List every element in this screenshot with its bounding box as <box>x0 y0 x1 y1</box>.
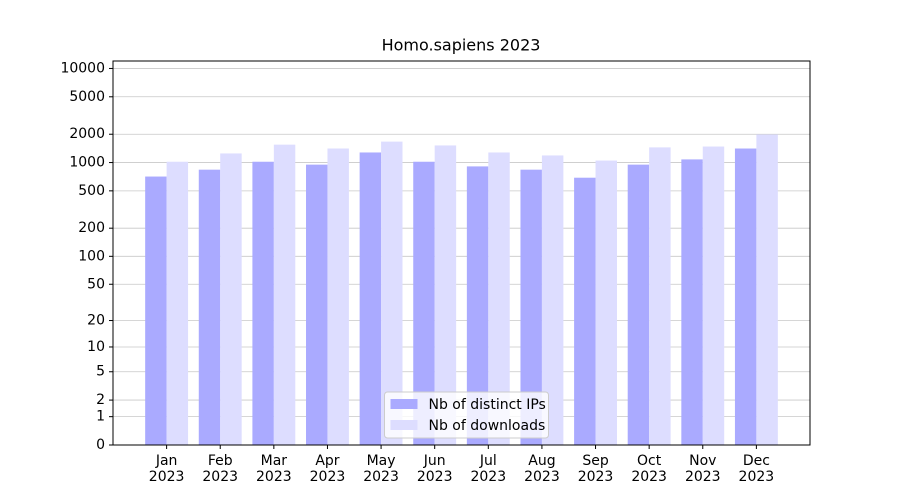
y-tick-label: 0 <box>96 437 105 453</box>
x-tick-label: Apr 2023 <box>309 453 346 485</box>
y-tick-label: 500 <box>78 183 105 199</box>
bar <box>702 146 725 445</box>
x-tick-label: May 2023 <box>363 453 399 485</box>
plot-frame <box>112 60 811 446</box>
bar <box>520 169 542 445</box>
legend-swatch <box>390 420 418 430</box>
bar <box>756 134 778 445</box>
bar <box>734 148 757 445</box>
bar <box>466 166 489 445</box>
y-tick-label: 1 <box>96 409 105 425</box>
bar <box>145 176 167 446</box>
y-tick-label: 2 <box>96 392 105 408</box>
legend-label: Nb of distinct IPs <box>429 397 546 413</box>
bar <box>198 169 221 445</box>
bar <box>681 159 703 445</box>
x-tick-label: Jul 2023 <box>470 453 507 485</box>
legend-box <box>384 391 549 439</box>
bar <box>627 164 650 445</box>
x-tick-label: Mar 2023 <box>256 453 292 485</box>
bar <box>166 161 189 446</box>
bar <box>359 152 382 445</box>
x-tick-label: Aug 2023 <box>524 453 560 485</box>
legend-label: Nb of downloads <box>429 418 546 434</box>
bar <box>574 177 596 445</box>
bar <box>595 160 617 445</box>
bar <box>327 148 349 445</box>
bar <box>381 141 403 445</box>
y-tick-label: 20 <box>87 313 105 329</box>
y-tick-label: 200 <box>78 220 105 236</box>
x-tick-label: Sep 2023 <box>577 453 614 485</box>
bar <box>220 153 242 445</box>
x-tick-label: Jun 2023 <box>416 453 453 485</box>
y-tick-label: 50 <box>87 276 105 292</box>
y-tick-label: 5000 <box>69 89 105 105</box>
bar <box>488 152 510 445</box>
bar <box>649 147 671 446</box>
bar <box>306 164 328 445</box>
x-tick-label: Oct 2023 <box>631 453 667 485</box>
bar <box>252 161 274 446</box>
legend-swatch <box>390 399 418 409</box>
y-tick-label: 10000 <box>60 60 105 76</box>
x-tick-label: Feb 2023 <box>202 453 239 485</box>
y-tick-label: 5 <box>96 364 105 380</box>
x-tick-label: Dec 2023 <box>738 453 775 485</box>
y-tick-label: 10 <box>87 339 105 355</box>
y-tick-label: 100 <box>78 248 105 264</box>
bar <box>413 161 435 446</box>
bar <box>541 155 564 445</box>
y-tick-label: 2000 <box>69 126 105 142</box>
x-tick-label: Jan 2023 <box>148 453 185 485</box>
x-tick-label: Nov 2023 <box>684 453 721 485</box>
bar <box>273 144 296 445</box>
chart-title: Homo.sapiens 2023 <box>382 36 541 55</box>
y-tick-label: 1000 <box>69 155 105 171</box>
bar <box>434 145 457 445</box>
